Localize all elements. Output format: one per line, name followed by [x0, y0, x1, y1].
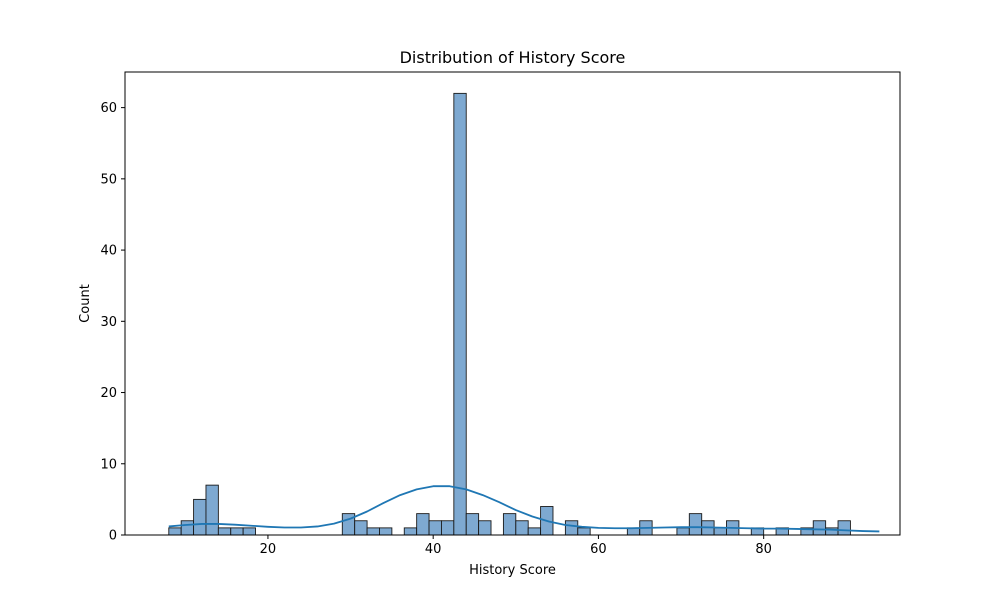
- histogram-bar: [676, 527, 690, 536]
- histogram-bar: [180, 520, 195, 536]
- histogram-bar: [416, 513, 430, 536]
- histogram-bar: [242, 527, 256, 536]
- y-tick-label: 0: [109, 529, 117, 544]
- x-tick-label: 80: [755, 542, 772, 557]
- y-tick-label: 10: [100, 457, 117, 472]
- kde-group: [168, 485, 880, 533]
- histogram-bar: [428, 520, 442, 536]
- histogram-bar: [168, 527, 182, 536]
- y-tick-label: 60: [100, 101, 117, 116]
- y-tick-label: 40: [100, 244, 117, 259]
- plot-frame: [124, 71, 901, 536]
- histogram-bar: [217, 527, 232, 536]
- x-tick-label: 20: [260, 542, 277, 557]
- histogram-bar: [205, 484, 219, 536]
- kde-line: [168, 485, 880, 533]
- x-axis: 20 40 60 80: [260, 535, 772, 557]
- histogram-bar: [440, 520, 455, 536]
- histogram-bar: [478, 520, 492, 536]
- histogram-bar: [354, 520, 368, 536]
- histogram-bar: [688, 513, 703, 536]
- y-axis-title: Count: [78, 284, 93, 323]
- x-tick-label: 60: [590, 542, 607, 557]
- histogram-bar: [502, 513, 517, 536]
- histogram-bar: [403, 527, 418, 536]
- chart-title: Distribution of History Score: [400, 48, 626, 67]
- histogram-bar: [193, 498, 207, 536]
- y-tick-label: 50: [100, 172, 117, 187]
- histogram-bar: [515, 520, 529, 536]
- histogram-bar: [564, 520, 579, 536]
- histogram-bar: [379, 527, 393, 536]
- x-axis-title: History Score: [469, 563, 556, 578]
- histogram-bar: [230, 527, 244, 536]
- y-axis: 0 10 20 30 40 50 60: [100, 101, 125, 544]
- histogram-bar: [366, 527, 380, 536]
- histogram-bar: [713, 527, 727, 536]
- histogram-bar: [465, 513, 480, 536]
- histogram-bar: [453, 92, 467, 536]
- histogram-bar: [812, 520, 827, 536]
- bars-group: [168, 92, 851, 536]
- histogram-bar: [527, 527, 542, 536]
- x-tick-label: 40: [425, 542, 442, 557]
- y-tick-label: 30: [100, 315, 117, 330]
- y-tick-label: 20: [100, 386, 117, 401]
- histogram-bar: [577, 527, 591, 536]
- histogram-bar: [837, 520, 851, 536]
